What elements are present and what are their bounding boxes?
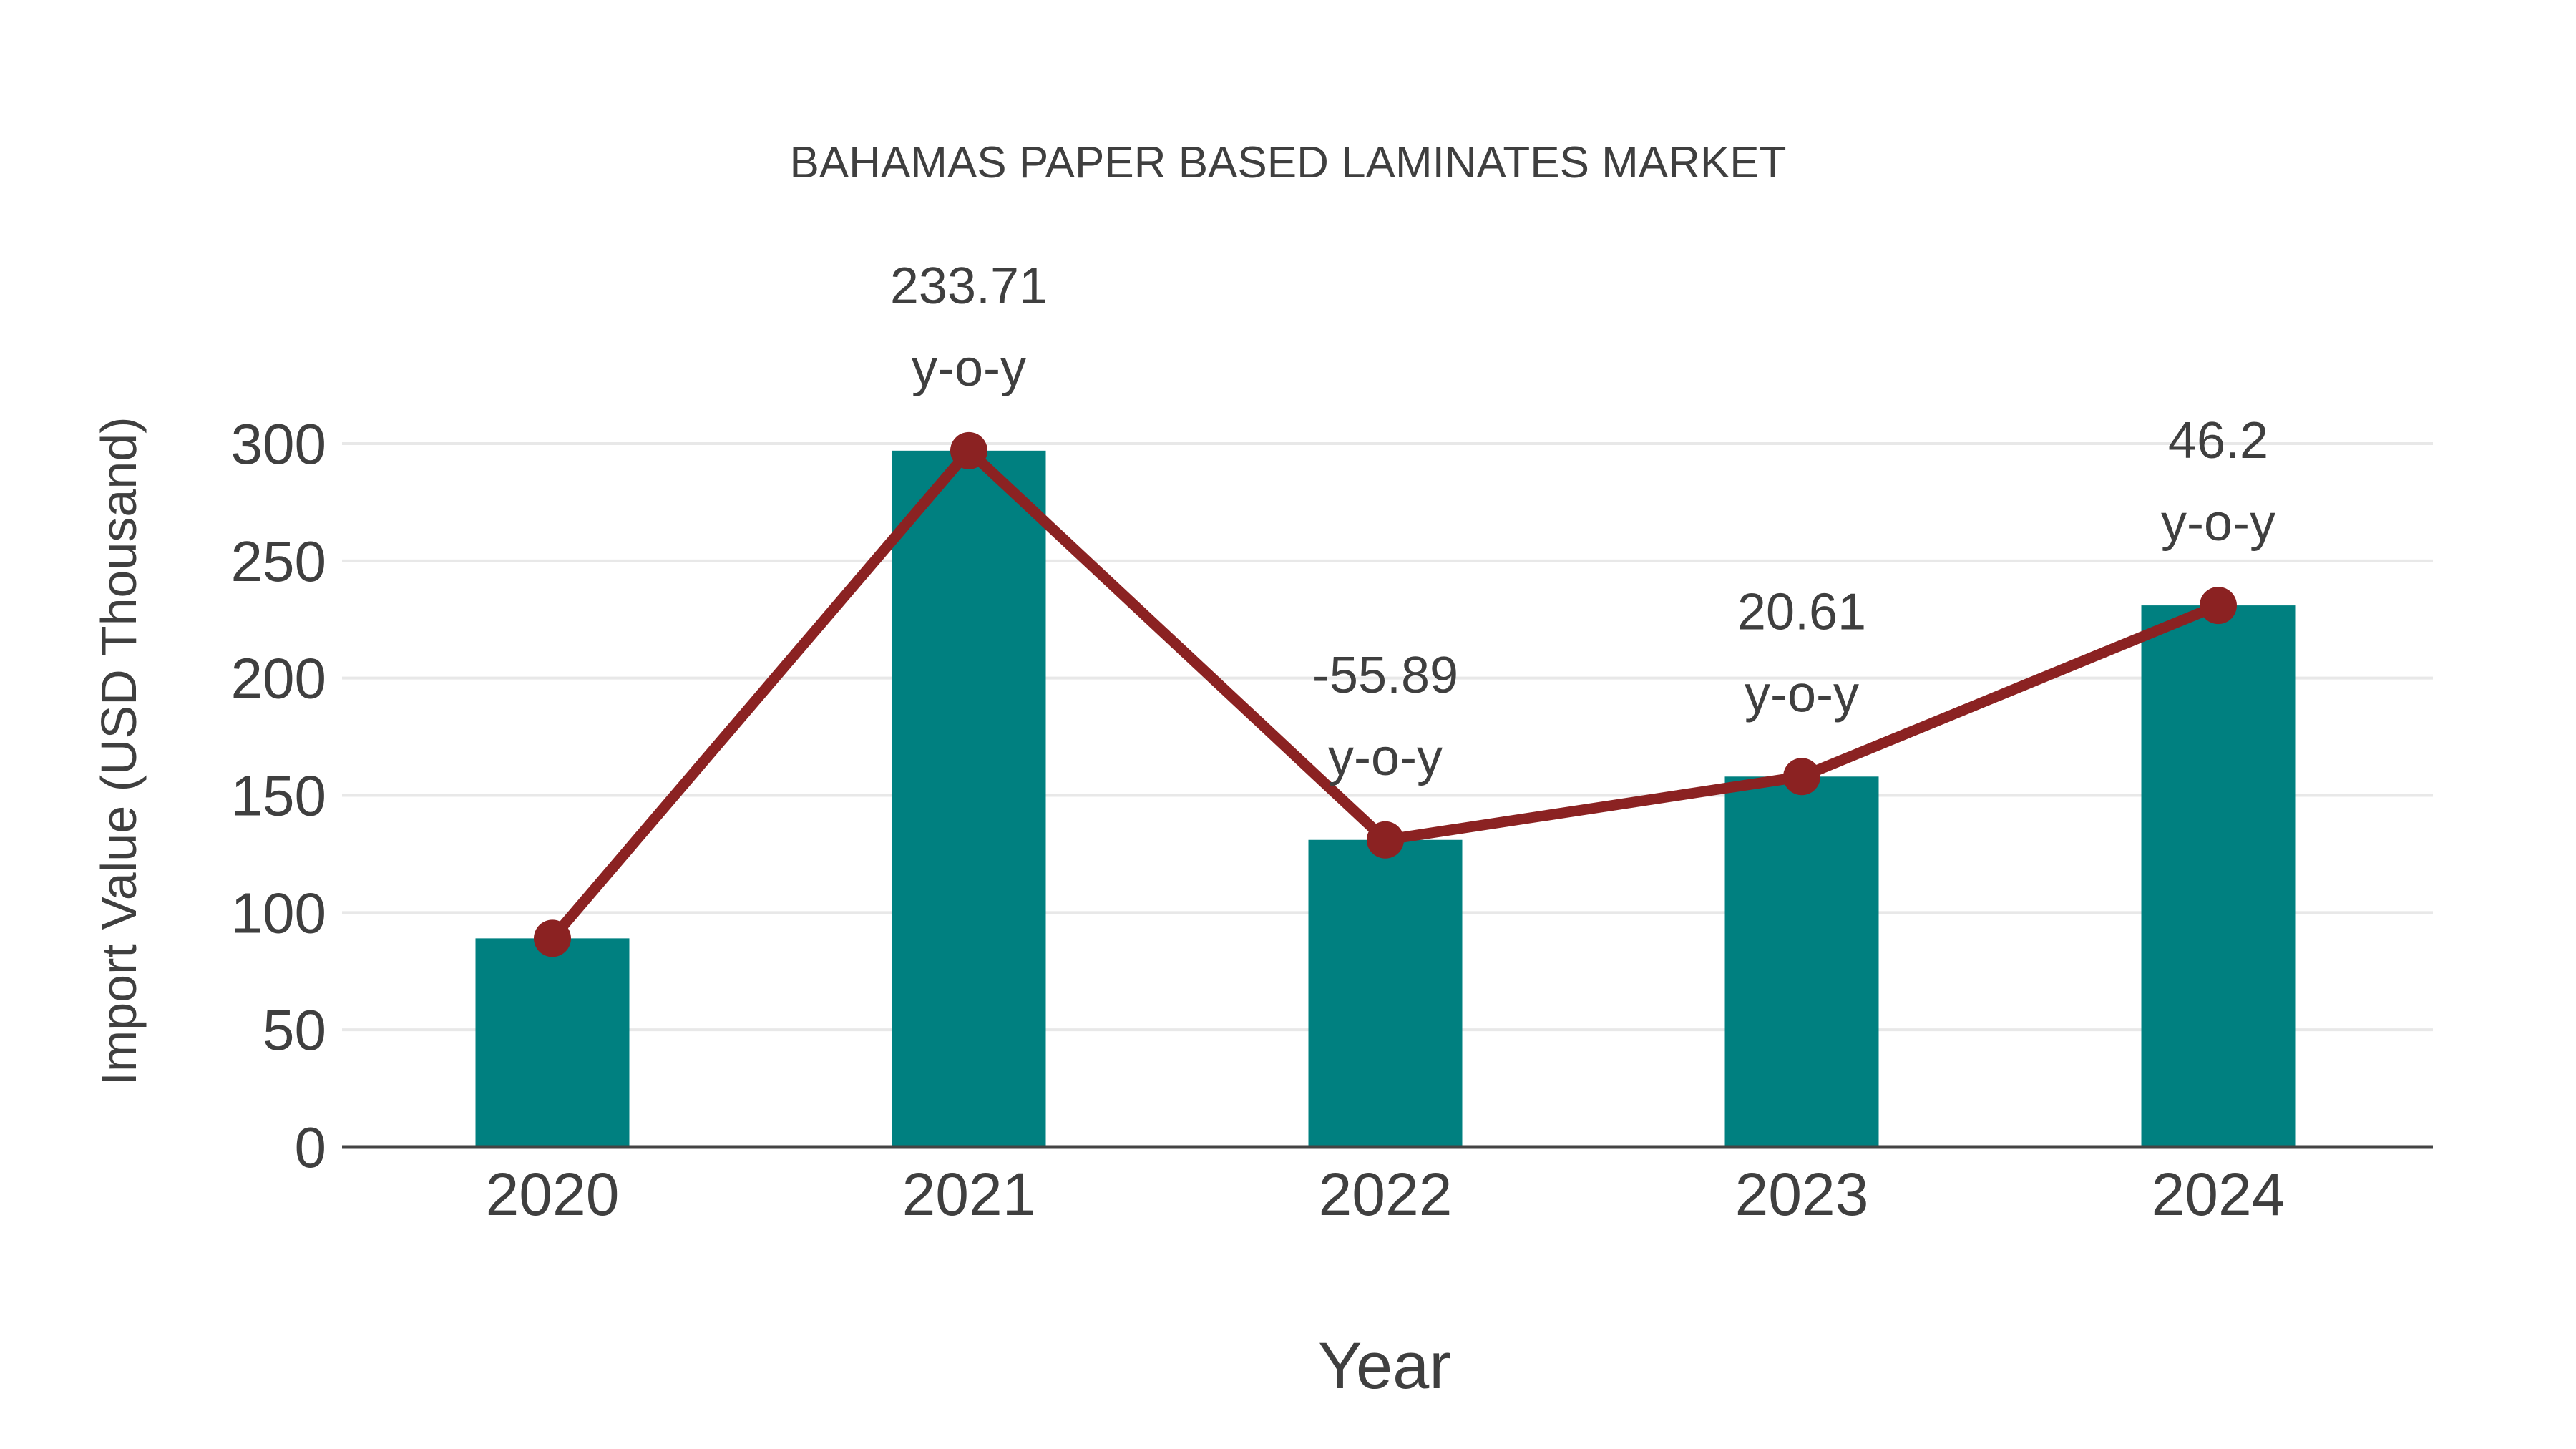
yoy-trend-line-series xyxy=(534,431,2237,957)
trend-marker xyxy=(950,431,987,469)
trend-marker xyxy=(2200,587,2237,625)
yoy-caption-label: y-o-y xyxy=(912,340,1026,397)
x-tick-label: 2024 xyxy=(2152,1161,2285,1228)
bar xyxy=(475,938,630,1147)
bar-series xyxy=(475,450,2296,1147)
x-axis-tick-labels: 2020 2021 2022 2023 2024 xyxy=(486,1161,2285,1228)
y-tick-label: 50 xyxy=(263,998,326,1062)
x-tick-label: 2020 xyxy=(486,1161,620,1228)
y-tick-label: 150 xyxy=(231,764,326,828)
y-axis-title: Import Value (USD Thousand) xyxy=(91,416,147,1085)
x-tick-label: 2022 xyxy=(1319,1161,1453,1228)
yoy-caption-label: y-o-y xyxy=(1328,729,1443,786)
x-tick-label: 2023 xyxy=(1735,1161,1869,1228)
y-tick-label: 300 xyxy=(231,412,326,476)
yoy-caption-label: y-o-y xyxy=(1745,665,1859,723)
gridlines xyxy=(342,442,2433,1032)
y-tick-label: 250 xyxy=(231,530,326,593)
trend-marker xyxy=(534,919,571,957)
trend-marker xyxy=(1367,821,1404,859)
yoy-value-label: 233.71 xyxy=(890,258,1048,315)
chart-title: BAHAMAS PAPER BASED LAMINATES MARKET xyxy=(789,138,1786,187)
yoy-annotations: 233.71 y-o-y -55.89 y-o-y 20.61 y-o-y 46.2 y-o-… xyxy=(890,258,2275,786)
bar xyxy=(1308,839,1463,1147)
x-axis-title: Year xyxy=(1318,1330,1451,1402)
yoy-value-label: 20.61 xyxy=(1737,583,1866,640)
x-tick-label: 2021 xyxy=(902,1161,1036,1228)
yoy-value-label: -55.89 xyxy=(1312,647,1458,704)
yoy-caption-label: y-o-y xyxy=(2161,494,2275,552)
bar xyxy=(892,450,1046,1147)
trend-marker xyxy=(1783,758,1820,796)
y-tick-label: 0 xyxy=(295,1116,327,1179)
y-tick-label: 100 xyxy=(231,881,326,945)
y-tick-label: 200 xyxy=(231,647,326,711)
yoy-value-label: 46.2 xyxy=(2168,412,2268,469)
bar xyxy=(1724,776,1879,1147)
y-axis-tick-labels: 0 50 100 150 200 250 300 xyxy=(231,412,326,1179)
bar xyxy=(2141,605,2296,1147)
